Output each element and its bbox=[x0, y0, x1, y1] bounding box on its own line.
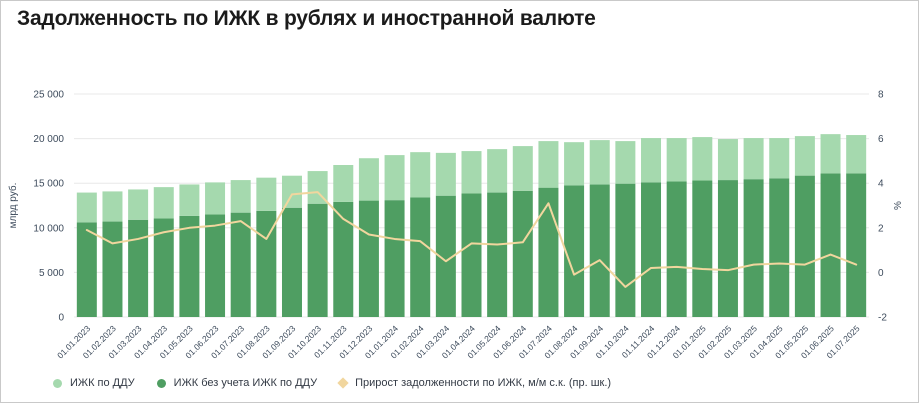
y-axis-tick-left: 15 000 bbox=[33, 179, 64, 190]
bar-segment-bottom bbox=[102, 221, 123, 317]
bar-segment-bottom bbox=[820, 173, 841, 317]
bar-segment-top bbox=[769, 138, 790, 179]
bar-segment-bottom bbox=[641, 182, 662, 317]
bar-segment-top bbox=[435, 152, 456, 196]
bar-segment-top bbox=[512, 146, 533, 191]
legend-circle-icon bbox=[53, 378, 62, 388]
bar-segment-bottom bbox=[410, 197, 431, 317]
y-axis-tick-left: 0 bbox=[58, 313, 64, 324]
bar-segment-bottom bbox=[230, 212, 251, 317]
bar-segment-top bbox=[256, 177, 277, 211]
y-axis-tick-left: 5 000 bbox=[39, 268, 64, 279]
bar-segment-bottom bbox=[615, 183, 636, 317]
bar-segment-bottom bbox=[384, 200, 405, 317]
y-axis-tick-right: 0 bbox=[878, 268, 884, 279]
bar-segment-top bbox=[128, 189, 149, 220]
legend-label: ИЖК без учета ИЖК по ДДУ bbox=[173, 377, 318, 389]
bar-segment-top bbox=[487, 149, 508, 193]
bar-segment-bottom bbox=[281, 207, 302, 317]
y-axis-tick-right: 6 bbox=[878, 134, 884, 145]
bar-segment-top bbox=[589, 140, 610, 185]
bar-segment-top bbox=[743, 138, 764, 180]
bar-segment-top bbox=[76, 192, 97, 223]
legend-item-growth-line[interactable]: Прирост задолженности по ИЖК, м/м с.к. (… bbox=[337, 377, 612, 389]
legend-item-izhk-without-ddu[interactable]: ИЖК без учета ИЖК по ДДУ bbox=[156, 377, 318, 389]
bar-segment-bottom bbox=[256, 210, 277, 317]
bar-segment-bottom bbox=[76, 222, 97, 317]
bar-segment-bottom bbox=[128, 219, 149, 317]
bar-segment-top bbox=[794, 136, 815, 176]
bar-segment-bottom bbox=[564, 185, 585, 317]
bar-segment-top bbox=[717, 139, 738, 181]
bar-segment-bottom bbox=[717, 180, 738, 317]
bar-segment-bottom bbox=[846, 173, 867, 317]
bar-segment-bottom bbox=[512, 190, 533, 317]
bar-segment-bottom bbox=[179, 215, 200, 317]
bar-segment-bottom bbox=[153, 218, 174, 317]
legend-diamond-icon bbox=[337, 377, 349, 389]
y-axis-title-left: млрд руб. bbox=[7, 183, 19, 229]
bar-segment-bottom bbox=[794, 175, 815, 317]
bar-segment-bottom bbox=[589, 184, 610, 317]
bar-segment-bottom bbox=[358, 200, 379, 317]
bar-segment-top bbox=[307, 171, 328, 204]
bar-segment-bottom bbox=[461, 193, 482, 317]
bar-segment-top bbox=[384, 155, 405, 201]
bar-segment-top bbox=[410, 152, 431, 198]
bar-segment-bottom bbox=[769, 178, 790, 317]
legend-circle-icon bbox=[156, 378, 166, 388]
legend-item-izhk-ddu[interactable]: ИЖК по ДДУ bbox=[53, 377, 135, 389]
bar-segment-top bbox=[102, 191, 123, 222]
y-axis-tick-left: 10 000 bbox=[33, 223, 64, 234]
bar-segment-top bbox=[820, 134, 841, 174]
bar-segment-bottom bbox=[487, 192, 508, 317]
y-axis-title-right: % bbox=[893, 201, 904, 210]
bar-segment-top bbox=[153, 187, 174, 219]
chart-legend: ИЖК по ДДУ ИЖК без учета ИЖК по ДДУ Прир… bbox=[53, 373, 611, 393]
bar-segment-top bbox=[846, 135, 867, 174]
bar-segment-top bbox=[538, 141, 559, 188]
bar-segment-top bbox=[281, 175, 302, 208]
y-axis-tick-left: 25 000 bbox=[33, 90, 64, 101]
legend-label: ИЖК по ДДУ bbox=[70, 377, 135, 389]
bar-segment-top bbox=[461, 151, 482, 194]
bar-segment-top bbox=[615, 141, 636, 184]
legend-label: Прирост задолженности по ИЖК, м/м с.к. (… bbox=[355, 377, 612, 389]
bar-segment-top bbox=[564, 142, 585, 186]
bar-segment-top bbox=[692, 137, 713, 181]
bar-segment-bottom bbox=[666, 181, 687, 317]
page-title: Задолженность по ИЖК в рублях и иностран… bbox=[17, 7, 596, 30]
y-axis-tick-left: 20 000 bbox=[33, 134, 64, 145]
bar-segment-bottom bbox=[307, 203, 328, 317]
bar-segment-bottom bbox=[205, 214, 226, 317]
y-axis-tick-right: 8 bbox=[878, 90, 884, 101]
bar-segment-top bbox=[230, 180, 251, 213]
growth-line bbox=[85, 191, 858, 288]
bar-segment-top bbox=[205, 182, 226, 215]
y-axis-tick-right: -2 bbox=[878, 313, 887, 324]
bar-segment-bottom bbox=[692, 180, 713, 317]
bar-segment-top bbox=[333, 165, 354, 202]
y-axis-tick-right: 4 bbox=[878, 179, 884, 190]
bar-segment-bottom bbox=[743, 179, 764, 317]
bar-segment-bottom bbox=[538, 187, 559, 317]
bar-segment-top bbox=[666, 138, 687, 182]
bar-segment-bottom bbox=[435, 195, 456, 317]
bar-segment-bottom bbox=[333, 201, 354, 317]
bar-segment-top bbox=[179, 184, 200, 216]
bar-segment-top bbox=[358, 158, 379, 201]
y-axis-tick-right: 2 bbox=[878, 223, 884, 234]
bar-segment-top bbox=[641, 138, 662, 183]
